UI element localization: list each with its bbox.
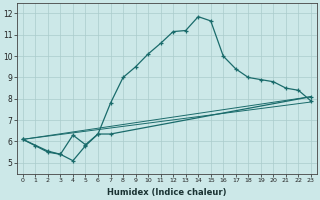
X-axis label: Humidex (Indice chaleur): Humidex (Indice chaleur) bbox=[107, 188, 227, 197]
